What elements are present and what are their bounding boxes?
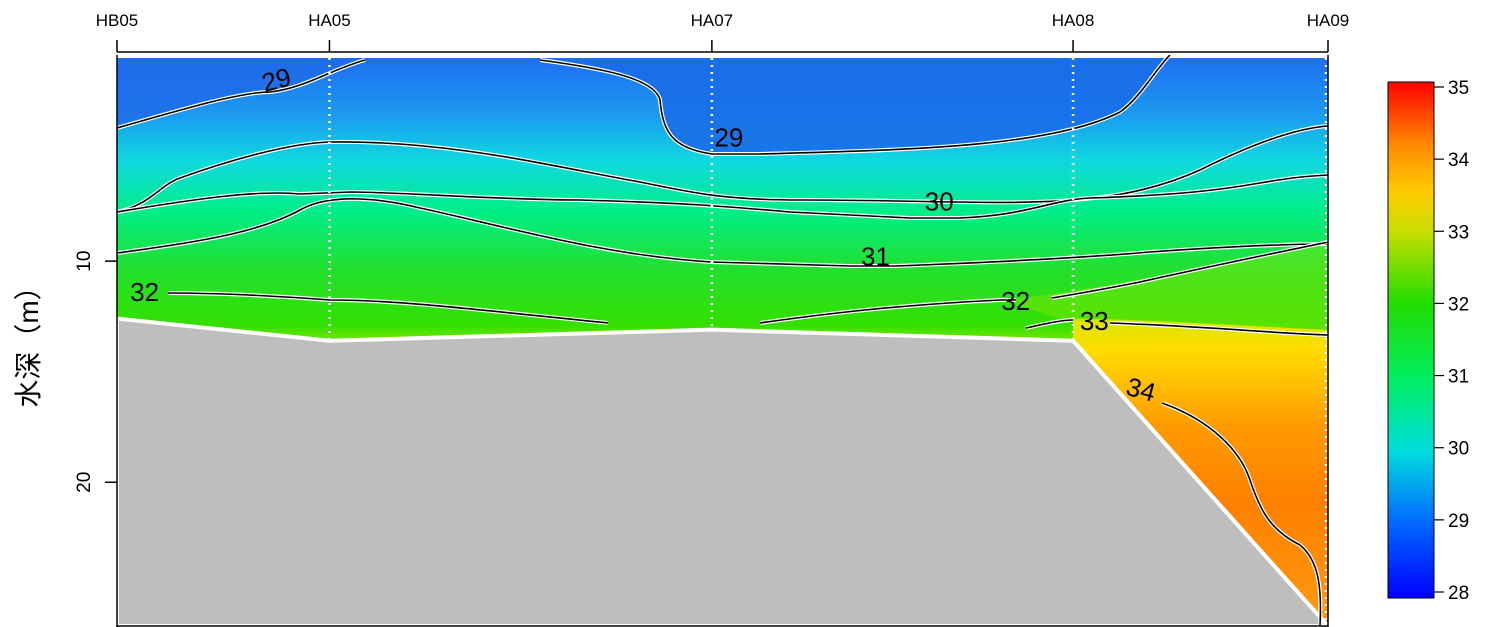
high-salinity-wedge [1073,318,1328,625]
contour-line-29-west [117,59,366,129]
contour-line-33 [1025,319,1328,336]
transition-zone [1000,242,1328,330]
contour-label: 30 [925,186,954,216]
contour-lines [117,55,1328,625]
depth-tick-label: 20 [74,472,95,493]
y-axis-label: 水深（m） [13,272,44,407]
low-salinity-patch-east [540,58,1170,154]
contour-label: 29 [714,122,743,152]
contour-line-30 [117,174,1328,219]
colorbar-gradient [1388,82,1434,598]
depth-tick-label: 10 [74,251,95,272]
contour-label: 32 [1001,286,1030,316]
contour-line-32-east [759,299,1016,324]
contour-label: 32 [130,277,159,307]
colorbar-tick-label: 30 [1448,439,1469,460]
contour-line-34 [1161,402,1322,625]
salinity-field [117,58,1328,625]
contour-label: 33 [1080,306,1109,336]
station-label: HA07 [691,11,734,30]
station-label: HA08 [1052,11,1095,30]
contour-line-32-west [167,292,609,324]
colorbar-tick-label: 34 [1448,150,1470,171]
colorbar-ticks: 28 29 30 31 32 33 34 35 [1434,78,1470,604]
colorbar-tick-label: 28 [1448,583,1469,604]
low-salinity-patch-west [117,58,365,128]
top-axis: HB05 HA05 HA07 HA08 HA09 [96,11,1350,52]
contour-line-29-east [539,55,1171,155]
station-label: HA09 [1307,11,1350,30]
colorbar-frame [1387,81,1435,599]
colorbar-tick-label: 32 [1448,294,1469,315]
contour-line-31 [117,198,1328,267]
contour-label: 31 [861,242,890,272]
colorbar-tick-label: 29 [1448,511,1469,532]
station-lines [328,58,1328,626]
water-column [117,58,1328,625]
seabed [117,316,1328,625]
colorbar-tick-label: 35 [1448,78,1469,99]
colorbar: 28 29 30 31 32 33 34 35 [1387,78,1470,604]
colorbar-tick-label: 33 [1448,222,1469,243]
depth-axis: 10 20 [74,251,117,493]
station-label: HB05 [96,11,139,30]
contour-line-32-5 [1051,241,1328,299]
colorbar-tick-label: 31 [1448,367,1469,388]
station-label: HA05 [308,11,351,30]
contour-line-29-5 [117,125,1328,213]
